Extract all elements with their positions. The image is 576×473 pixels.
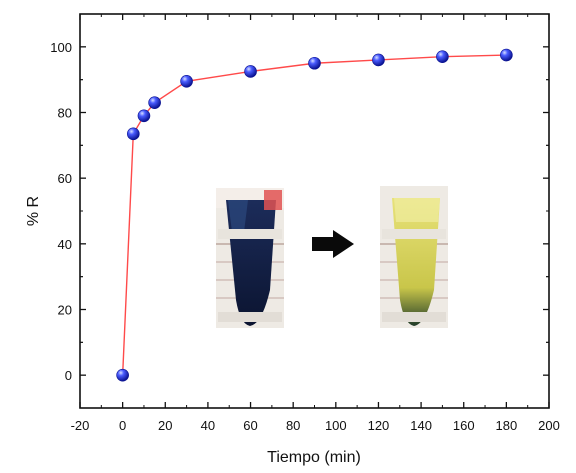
inset-photos — [216, 186, 448, 328]
x-tick-label: 20 — [158, 418, 172, 433]
y-tick-label: 80 — [58, 106, 72, 121]
data-point — [116, 368, 129, 382]
x-tick-label: 40 — [201, 418, 215, 433]
data-point — [244, 65, 257, 78]
series-points-group — [116, 48, 513, 382]
plot-frame — [79, 13, 550, 409]
x-tick-label: 60 — [243, 418, 257, 433]
data-point — [436, 50, 449, 63]
right-arrow-icon — [312, 230, 354, 258]
y-tick-label: 100 — [50, 40, 72, 55]
test-tube-before-photo — [216, 188, 284, 328]
series-line — [121, 54, 507, 376]
y-tick-label: 20 — [58, 303, 72, 318]
data-point — [180, 75, 193, 88]
y-tick-label: 0 — [65, 368, 72, 383]
x-tick-label: 160 — [453, 418, 475, 433]
data-point — [148, 96, 161, 109]
x-tick-label: 80 — [286, 418, 300, 433]
y-tick-label: 40 — [58, 237, 72, 252]
x-tick-label: 120 — [368, 418, 390, 433]
data-point — [308, 56, 321, 70]
x-axis-ticks: -20 0 20 40 60 80 100 120 140 160 180 200 — [71, 14, 560, 433]
x-axis-title: Tiempo (min) — [267, 449, 361, 466]
y-axis-title: % R — [25, 196, 42, 226]
x-tick-label: 0 — [119, 418, 126, 433]
data-point — [126, 127, 140, 141]
test-tube-after-photo — [380, 186, 448, 328]
x-tick-label: 200 — [538, 418, 560, 433]
data-point — [372, 53, 385, 67]
x-tick-label: 140 — [410, 418, 432, 433]
x-tick-label: 180 — [496, 418, 518, 433]
y-tick-label: 60 — [58, 171, 72, 186]
series-line-group — [121, 54, 507, 376]
data-point — [137, 109, 151, 123]
x-tick-label: -20 — [71, 418, 90, 433]
x-tick-label: 100 — [325, 418, 347, 433]
y-axis-ticks: 0 20 40 60 80 100 — [50, 40, 549, 383]
data-point — [500, 48, 513, 62]
